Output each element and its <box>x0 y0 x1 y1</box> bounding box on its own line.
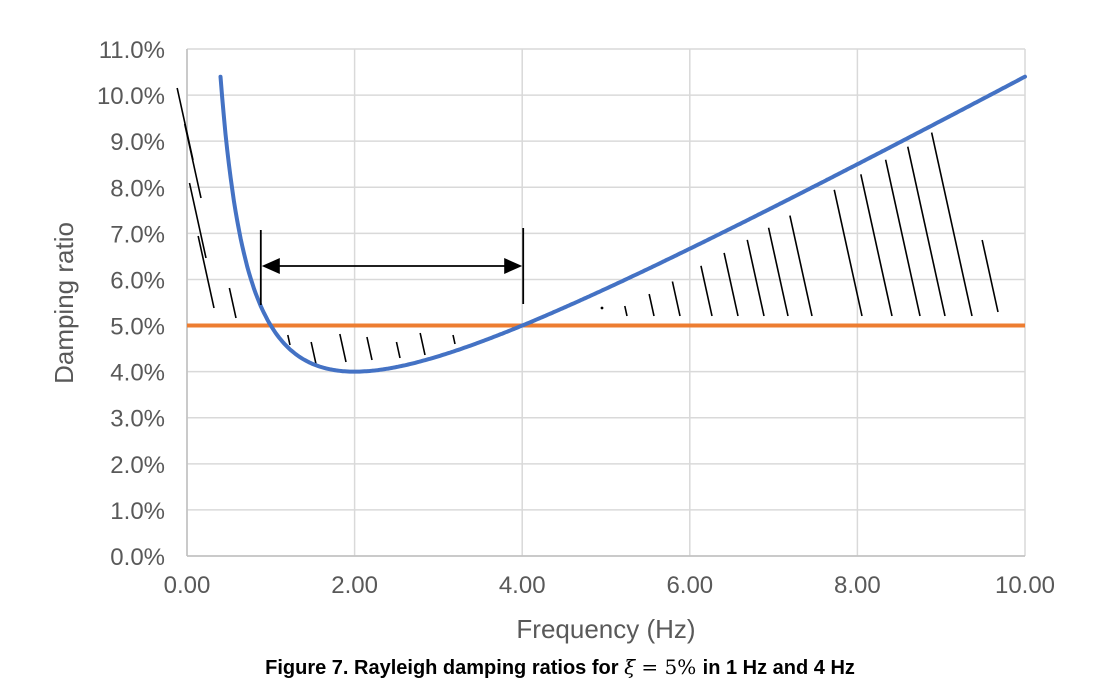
hatch-line <box>624 305 628 317</box>
y-tick-label: 5.0% <box>110 314 165 341</box>
caption-suffix: in 1 Hz and 4 Hz <box>702 657 855 679</box>
hatch-line <box>183 123 202 199</box>
hatch-line <box>906 146 946 317</box>
x-axis-tick-labels: 0.00 2.00 4.00 6.00 8.00 10.00 <box>164 572 1055 599</box>
hatch-line <box>700 265 713 317</box>
x-tick-label: 10.00 <box>995 572 1055 599</box>
hatch-line <box>452 334 456 345</box>
arrow-head-left-icon <box>261 258 280 274</box>
hatch-dot <box>600 306 604 310</box>
frequency-range-arrow <box>259 228 525 305</box>
x-tick-label: 8.00 <box>834 572 881 599</box>
hatch-line <box>833 189 863 317</box>
figure-caption: Figure 7. Rayleigh damping ratios for ξ … <box>0 655 1120 680</box>
rayleigh-curve <box>218 74 1027 374</box>
caption-prefix: Figure 7. Rayleigh damping ratios for <box>265 657 625 679</box>
y-tick-label: 6.0% <box>110 267 165 294</box>
hatch-line <box>981 239 999 313</box>
hatch-line <box>310 341 317 365</box>
caption-equals: = 5% <box>635 655 703 679</box>
y-tick-label: 2.0% <box>110 452 165 479</box>
y-axis-title: Damping ratio <box>49 222 79 384</box>
hatch-line <box>197 235 215 309</box>
y-tick-label: 0.0% <box>110 544 165 571</box>
hatch-line <box>339 333 347 363</box>
y-tick-label: 10.0% <box>97 83 165 110</box>
x-tick-label: 2.00 <box>331 572 378 599</box>
hatch-line <box>723 252 739 317</box>
hatch-line <box>395 341 401 359</box>
y-tick-label: 1.0% <box>110 498 165 525</box>
x-tick-label: 0.00 <box>164 572 211 599</box>
curve-path <box>218 74 1027 374</box>
hatch-line <box>767 227 789 317</box>
x-tick-label: 6.00 <box>666 572 713 599</box>
hatch-line <box>930 132 973 317</box>
hatch-line <box>287 334 291 346</box>
hatch-line <box>884 159 921 317</box>
hatch-line <box>746 239 765 317</box>
y-tick-label: 9.0% <box>110 129 165 156</box>
hatch-line <box>671 281 681 317</box>
y-tick-label: 7.0% <box>110 221 165 248</box>
y-tick-label: 8.0% <box>110 175 165 202</box>
hatch-marks <box>176 87 999 365</box>
y-tick-label: 3.0% <box>110 406 165 433</box>
caption-xi-symbol: ξ <box>624 655 636 679</box>
hatch-line <box>366 336 373 361</box>
gridlines <box>186 48 1026 557</box>
hatch-line <box>419 332 426 356</box>
arrow-head-right-icon <box>504 258 523 274</box>
y-tick-label: 11.0% <box>99 37 165 64</box>
hatch-line <box>648 293 655 317</box>
y-tick-label: 4.0% <box>110 360 165 387</box>
y-axis-tick-labels: 0.0% 1.0% 2.0% 3.0% 4.0% 5.0% 6.0% 7.0% 8.0% 9.0%… <box>97 37 165 571</box>
x-axis-title: Frequency (Hz) <box>516 614 695 644</box>
hatch-line <box>789 215 813 317</box>
hatch-line <box>188 182 207 259</box>
x-tick-label: 4.00 <box>499 572 546 599</box>
hatch-line <box>860 174 893 317</box>
hatch-line <box>228 287 237 319</box>
